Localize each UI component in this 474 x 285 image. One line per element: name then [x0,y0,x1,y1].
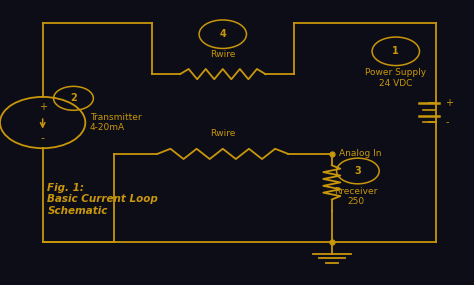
Text: Fig. 1:
Basic Current Loop
Schematic: Fig. 1: Basic Current Loop Schematic [47,183,158,216]
Text: Rwire: Rwire [210,129,236,138]
Text: +: + [445,97,453,108]
Text: -: - [445,117,448,127]
Text: -: - [41,133,45,143]
Text: Rwire: Rwire [210,50,236,59]
Text: +: + [39,102,46,112]
Text: Transmitter
4-20mA: Transmitter 4-20mA [90,113,142,132]
Text: Rreceiver
250: Rreceiver 250 [334,187,377,206]
Text: 3: 3 [355,166,361,176]
Text: Analog In: Analog In [339,149,382,158]
Text: 4: 4 [219,29,226,39]
Text: 1: 1 [392,46,399,56]
Text: 2: 2 [70,93,77,103]
Text: Power Supply
24 VDC: Power Supply 24 VDC [365,68,426,88]
